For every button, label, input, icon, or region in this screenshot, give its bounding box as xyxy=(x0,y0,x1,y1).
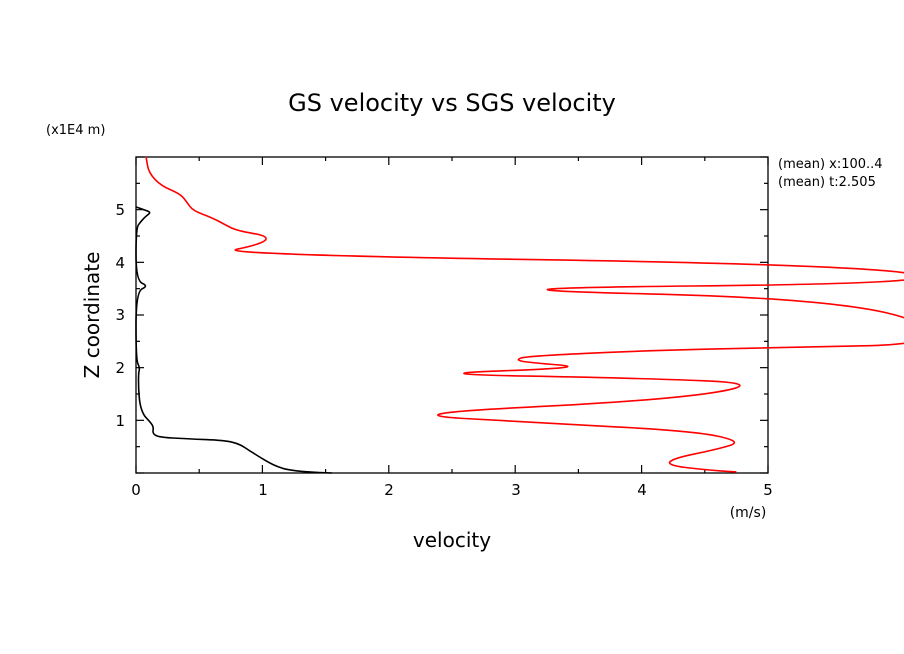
chart-title: GS velocity vs SGS velocity xyxy=(288,89,616,117)
series-line-2 xyxy=(145,156,904,473)
x-tick-label: 4 xyxy=(637,481,647,499)
y-tick-label: 4 xyxy=(115,254,125,272)
annotation-1: (mean) x:100..4 xyxy=(778,157,883,172)
x-tick-labels: 0 1 2 3 4 5 xyxy=(131,481,773,499)
x-tick-label: 2 xyxy=(384,481,394,499)
y-tick-labels: 1 2 3 4 5 xyxy=(115,201,125,430)
y-tick-label: 1 xyxy=(115,412,125,430)
series-layer xyxy=(135,156,904,474)
x-axis-title: velocity xyxy=(413,528,491,552)
x-tick-label: 1 xyxy=(258,481,268,499)
plot-frame xyxy=(135,156,769,474)
y-tick-label: 2 xyxy=(115,359,125,377)
y-tick-label: 5 xyxy=(115,201,125,219)
x-tick-label: 3 xyxy=(511,481,521,499)
annotation-2: (mean) t:2.505 xyxy=(778,175,876,190)
x-tick-label: 5 xyxy=(763,481,773,499)
y-axis-title: Z coordinate xyxy=(80,252,104,379)
axes xyxy=(135,156,769,474)
x-unit-label: (m/s) xyxy=(730,505,767,521)
y-tick-label: 3 xyxy=(115,306,125,324)
x-tick-label: 0 xyxy=(131,481,141,499)
y-unit-label: (x1E4 m) xyxy=(46,123,105,138)
series-line-1 xyxy=(135,206,332,474)
